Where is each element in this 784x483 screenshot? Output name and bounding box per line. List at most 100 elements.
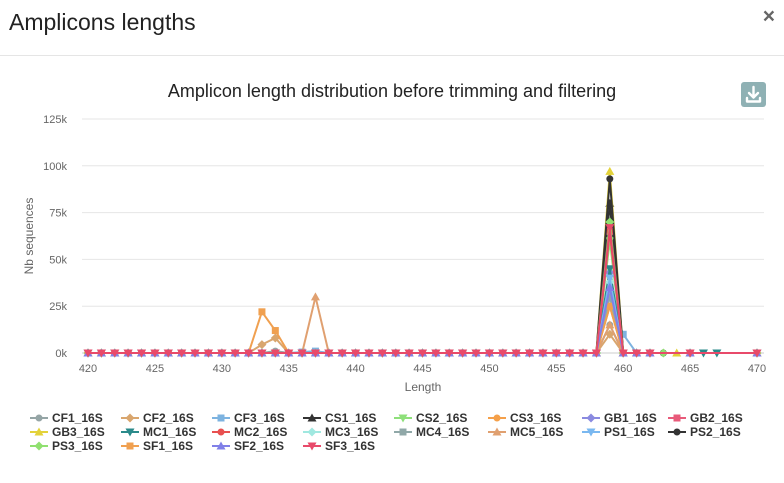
legend-item[interactable]: GB3_16S xyxy=(30,425,121,439)
data-point[interactable] xyxy=(310,349,320,358)
data-point[interactable] xyxy=(418,349,427,358)
legend-marker[interactable] xyxy=(216,441,226,450)
series-gb2_16s[interactable] xyxy=(84,227,761,357)
series-gb3_16s[interactable] xyxy=(83,166,762,357)
data-point[interactable] xyxy=(271,327,279,335)
data-point[interactable] xyxy=(538,349,548,358)
legend-item[interactable]: CS3_16S xyxy=(488,411,582,425)
data-point[interactable] xyxy=(284,349,294,358)
legend-item[interactable]: GB2_16S xyxy=(668,411,759,425)
data-point[interactable] xyxy=(605,329,615,339)
data-point[interactable] xyxy=(123,349,133,358)
series-mc5_16s[interactable] xyxy=(83,292,762,357)
legend-item[interactable]: SF1_16S xyxy=(121,439,212,453)
close-icon[interactable]: × xyxy=(762,5,775,28)
legend-item[interactable]: PS3_16S xyxy=(30,439,121,453)
data-point[interactable] xyxy=(444,349,454,358)
legend-marker[interactable] xyxy=(307,427,317,437)
legend-marker[interactable] xyxy=(35,414,43,422)
series-ps3_16s[interactable] xyxy=(83,217,762,358)
data-point[interactable] xyxy=(297,349,307,358)
data-point[interactable] xyxy=(565,349,575,358)
legend-item[interactable]: SF2_16S xyxy=(212,439,303,453)
legend-marker[interactable] xyxy=(125,428,135,437)
series-cf3_16s[interactable] xyxy=(84,293,761,357)
legend-item[interactable]: CF3_16S xyxy=(212,411,303,425)
legend-marker[interactable] xyxy=(586,413,596,423)
data-point[interactable] xyxy=(632,349,642,358)
data-point[interactable] xyxy=(364,349,374,358)
legend-marker[interactable] xyxy=(126,442,134,450)
data-point[interactable] xyxy=(270,349,280,358)
legend-marker[interactable] xyxy=(217,428,225,436)
data-point[interactable] xyxy=(752,349,762,358)
data-point[interactable] xyxy=(244,349,254,358)
data-point[interactable] xyxy=(257,349,267,358)
data-point[interactable] xyxy=(525,349,535,358)
legend-item[interactable]: MC3_16S xyxy=(303,425,394,439)
legend-marker[interactable] xyxy=(492,427,502,436)
data-point[interactable] xyxy=(351,349,361,358)
series-gb1_16s[interactable] xyxy=(83,268,762,358)
data-point[interactable] xyxy=(110,349,120,358)
data-point[interactable] xyxy=(619,330,627,338)
data-point[interactable] xyxy=(591,349,601,358)
legend-marker[interactable] xyxy=(34,427,44,436)
legend-item[interactable]: PS1_16S xyxy=(582,425,668,439)
series-sf2_16s[interactable] xyxy=(83,282,762,357)
data-point[interactable] xyxy=(605,265,615,274)
legend-item[interactable]: CF2_16S xyxy=(121,411,212,425)
legend-marker[interactable] xyxy=(307,442,317,451)
series-mc3_16s[interactable] xyxy=(83,277,762,358)
legend-marker[interactable] xyxy=(673,428,681,436)
data-point[interactable] xyxy=(605,274,615,283)
data-point[interactable] xyxy=(230,349,240,358)
legend-item[interactable]: CF1_16S xyxy=(30,411,121,425)
data-point[interactable] xyxy=(606,293,614,301)
legend-marker[interactable] xyxy=(34,441,44,451)
data-point[interactable] xyxy=(391,349,401,358)
data-point[interactable] xyxy=(217,349,227,358)
data-point[interactable] xyxy=(606,175,614,183)
legend-marker[interactable] xyxy=(398,414,408,423)
data-point[interactable] xyxy=(605,166,615,175)
data-point[interactable] xyxy=(258,308,266,316)
data-point[interactable] xyxy=(324,349,334,358)
legend-item[interactable]: MC1_16S xyxy=(121,425,212,439)
data-point[interactable] xyxy=(551,349,561,358)
data-point[interactable] xyxy=(83,349,93,358)
legend-marker[interactable] xyxy=(673,414,681,422)
legend-marker[interactable] xyxy=(493,414,501,422)
data-point[interactable] xyxy=(618,349,628,358)
download-icon[interactable] xyxy=(741,82,766,107)
data-point[interactable] xyxy=(190,349,200,358)
data-point[interactable] xyxy=(150,349,160,358)
data-point[interactable] xyxy=(337,349,347,358)
legend-item[interactable]: MC4_16S xyxy=(394,425,488,439)
series-mc1_16s[interactable] xyxy=(83,265,762,358)
data-point[interactable] xyxy=(137,349,147,358)
data-point[interactable] xyxy=(96,349,106,358)
legend-marker[interactable] xyxy=(586,428,596,437)
data-point[interactable] xyxy=(645,349,655,358)
legend-item[interactable]: MC2_16S xyxy=(212,425,303,439)
series-ps2_16s[interactable] xyxy=(84,175,761,357)
series-sf3_16s[interactable] xyxy=(83,224,762,358)
data-point[interactable] xyxy=(431,349,441,358)
series-cs1_16s[interactable] xyxy=(83,198,762,357)
series-mc4_16s[interactable] xyxy=(84,293,761,357)
data-point[interactable] xyxy=(471,349,481,358)
data-point[interactable] xyxy=(685,349,695,358)
legend-item[interactable]: SF3_16S xyxy=(303,439,394,453)
legend-marker[interactable] xyxy=(399,428,407,436)
data-point[interactable] xyxy=(498,349,508,358)
legend-marker[interactable] xyxy=(307,413,317,422)
data-point[interactable] xyxy=(605,224,615,233)
series-ps1_16s[interactable] xyxy=(83,274,762,358)
data-point[interactable] xyxy=(484,349,494,358)
data-point[interactable] xyxy=(177,349,187,358)
series-mc2_16s[interactable] xyxy=(84,227,761,357)
data-point[interactable] xyxy=(511,349,521,358)
series-cs3_16s[interactable] xyxy=(84,302,761,357)
legend-marker[interactable] xyxy=(125,413,135,423)
